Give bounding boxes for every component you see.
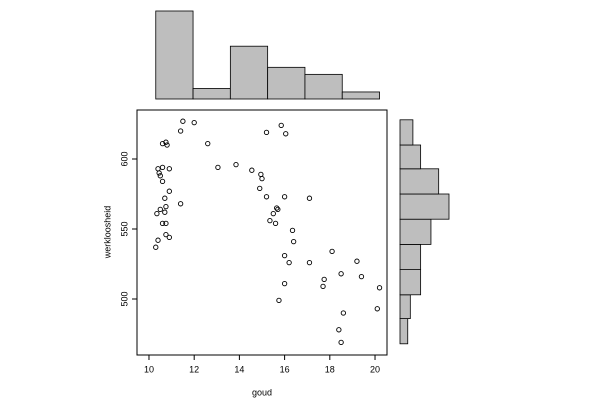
point [156,170,162,176]
point [338,339,344,346]
point [162,195,168,201]
point [162,209,168,215]
x-tick-label: 16 [280,364,290,374]
x-hist-bar [267,66,306,100]
point [233,161,239,168]
point [164,142,170,148]
point [155,237,161,243]
point [180,118,186,124]
point [191,119,197,126]
point [159,140,166,147]
point [154,210,160,217]
point [177,201,184,207]
y-hist-bar [399,243,422,270]
point [278,122,284,129]
point [259,175,265,182]
point [283,131,289,137]
point [177,128,184,134]
point [338,271,344,277]
point [272,220,279,227]
point [166,166,172,172]
x-hist-bar [192,88,231,100]
plot-box [136,109,388,356]
point [163,231,169,238]
y-hist-bar [399,318,409,345]
point [320,283,326,290]
point [166,234,172,241]
point [163,203,169,210]
point [249,167,255,173]
point [270,210,276,217]
point [153,244,159,250]
x-tick-label: 20 [370,364,380,374]
point [329,248,335,255]
point [159,178,166,185]
point [159,220,166,227]
x-tick-label: 12 [189,364,199,374]
point [274,205,280,211]
y-hist-bar [399,193,450,220]
x-tick-label: 10 [144,364,154,374]
point [306,259,313,266]
point [157,173,163,179]
point [321,276,327,283]
point [257,185,263,192]
y-tick-label: 550 [119,221,129,236]
point [374,306,380,312]
x-axis-label: goud [252,387,272,397]
point [163,220,169,227]
point [166,188,172,194]
x-hist-bar [341,91,380,100]
point [354,258,360,264]
point [358,273,365,280]
point [290,238,297,245]
x-tick-label: 14 [234,364,244,374]
point [258,171,264,178]
point [163,139,169,145]
x-tick-label: 18 [325,364,335,374]
y-hist-bar [399,144,422,170]
point [205,140,211,147]
point [281,252,288,259]
x-hist-bar [155,10,194,100]
y-tick-label: 500 [119,291,129,306]
point [275,206,281,213]
y-hist-bar [399,218,432,245]
point [376,285,383,291]
point [155,166,161,172]
point [306,195,313,201]
y-hist-bar [399,168,440,195]
point [263,129,270,136]
y-tick-label: 600 [119,151,129,166]
x-hist-bar [229,45,269,100]
point [289,227,296,234]
y-hist-bar [399,119,414,146]
x-hist-bar [304,73,343,100]
point [340,310,347,316]
point [276,297,282,304]
y-hist-bar [399,269,422,296]
point [157,206,163,213]
point [286,259,292,266]
y-axis-label: werkloosheid [102,206,112,260]
point [159,164,166,171]
point [336,327,342,333]
point [263,194,270,200]
point [281,280,288,287]
y-hist-bar [399,294,411,319]
point [267,217,273,224]
point [281,194,288,200]
point [215,164,221,171]
